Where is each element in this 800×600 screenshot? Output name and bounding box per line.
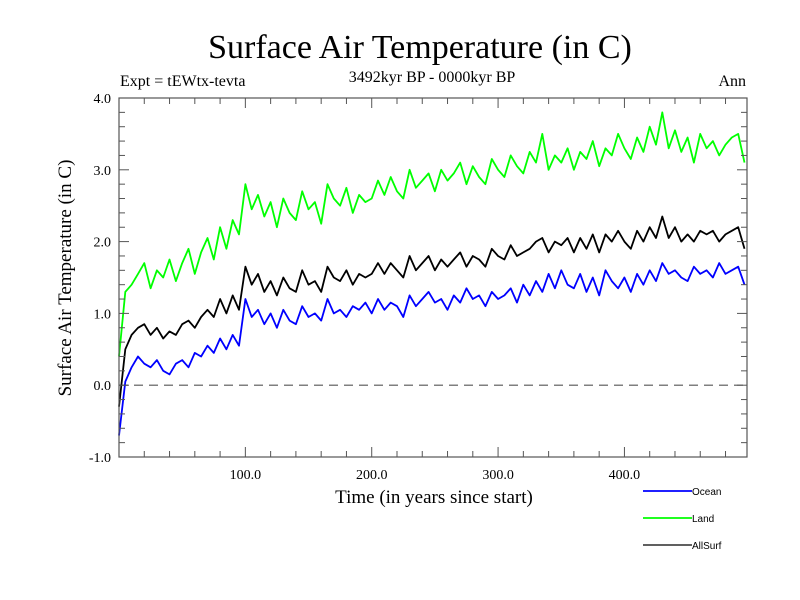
y-axis: -1.0 0.0 1.0 2.0 3.0 4.0 [89,92,747,466]
period-label: 3492kyr BP - 0000kyr BP [349,69,516,86]
y-tick-label: 3.0 [94,164,112,179]
season-label: Ann [718,73,746,90]
x-tick-label: 400.0 [609,468,641,483]
x-axis-label: Time (in years since start) [335,487,533,508]
x-tick-label: 100.0 [230,468,262,483]
y-axis-label: Surface Air Temperature (in C) [55,160,76,397]
y-tick-label: 0.0 [94,379,112,394]
x-axis: 100.0 200.0 300.0 400.0 [143,98,727,483]
series-line-allsurf [118,215,746,407]
y-tick-label: -1.0 [89,451,111,466]
series-line-ocean [118,262,746,436]
legend-entry-land: Land [643,514,714,525]
legend-entry-ocean: Ocean [643,487,721,498]
legend: Ocean Land AllSurf [643,487,722,552]
x-tick-label: 200.0 [356,468,388,483]
experiment-label: Expt = tEWtx-tevta [120,73,245,90]
legend-label: AllSurf [692,541,722,552]
x-tick-label: 300.0 [482,468,514,483]
legend-label: Land [692,514,714,525]
y-tick-label: 4.0 [94,92,112,107]
legend-label: Ocean [692,487,721,498]
y-tick-label: 2.0 [94,236,112,251]
plot-area [118,97,748,458]
y-tick-label: 1.0 [94,307,112,322]
plot-frame [118,97,748,458]
series-line-land [118,111,746,357]
legend-entry-allsurf: AllSurf [643,541,722,552]
chart-title: Surface Air Temperature (in C) [208,29,632,66]
